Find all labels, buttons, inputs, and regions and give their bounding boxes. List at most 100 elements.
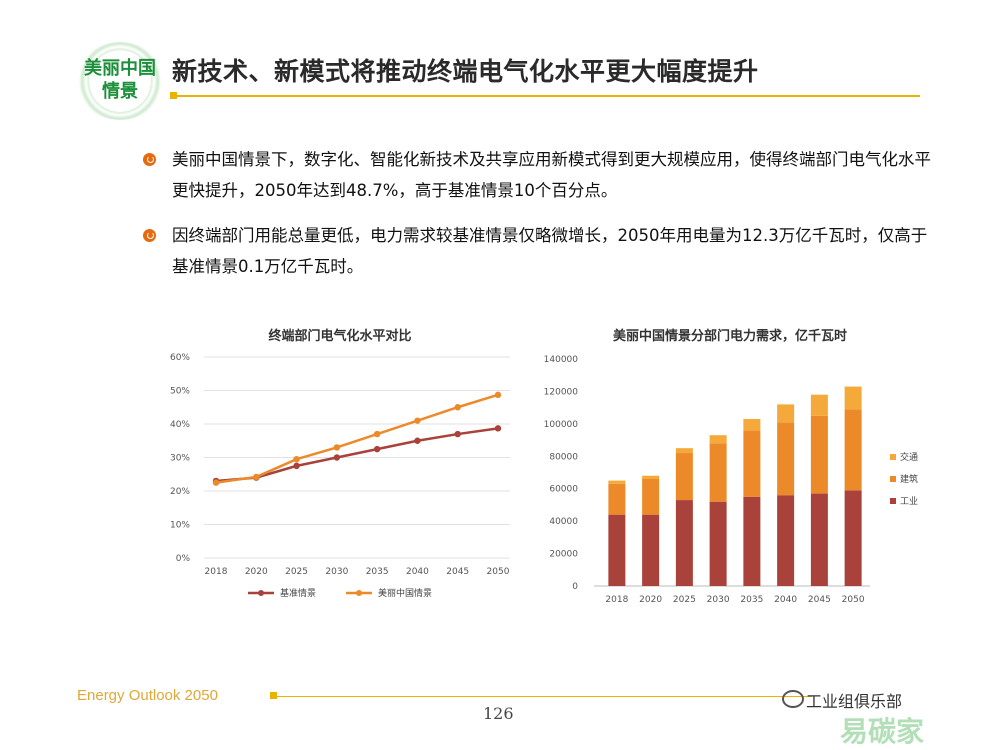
- legend-label: 美丽中国情景: [378, 587, 432, 599]
- x-tick-label: 2025: [285, 567, 308, 577]
- title-underline: [172, 95, 920, 97]
- y-tick-label: 140000: [544, 355, 579, 365]
- logo-line-1: 美丽中国: [84, 58, 156, 79]
- data-point: [253, 473, 260, 481]
- bar-segment: [675, 500, 693, 586]
- legend-swatch: [890, 498, 896, 504]
- x-tick-label: 2045: [446, 567, 469, 577]
- footer-accent-dot: [270, 692, 277, 699]
- data-point: [333, 444, 341, 451]
- bar-segment: [709, 435, 727, 444]
- bar-segment: [642, 514, 660, 586]
- legend-swatch: [890, 454, 896, 460]
- x-tick-label: 2025: [673, 595, 696, 605]
- y-tick-label: 100000: [544, 420, 579, 430]
- bar-segment: [777, 422, 795, 496]
- x-tick-label: 2035: [740, 595, 763, 605]
- data-point: [454, 430, 461, 438]
- data-point: [414, 417, 421, 424]
- y-tick-label: 40%: [170, 420, 190, 430]
- x-tick-label: 2035: [366, 567, 389, 577]
- watermark-logo-text: 易碳家: [840, 715, 925, 748]
- bar-segment: [777, 495, 795, 586]
- bar-segment: [608, 483, 626, 515]
- scenario-logo: 美丽中国 情景: [76, 42, 164, 120]
- page-title: 新技术、新模式将推动终端电气化水平更大幅度提升: [172, 57, 759, 86]
- legend-label: 工业: [900, 496, 918, 507]
- bar-segment: [608, 480, 626, 484]
- data-point: [212, 479, 220, 486]
- x-tick-label: 2030: [707, 595, 730, 605]
- data-point: [293, 455, 300, 463]
- y-tick-label: 40000: [549, 517, 578, 527]
- legend-swatch: [890, 476, 896, 482]
- data-point: [494, 391, 502, 399]
- y-tick-label: 0: [572, 582, 578, 592]
- y-tick-label: 20%: [170, 487, 190, 497]
- bullet-icon: [143, 229, 156, 242]
- watermark-text: 工业组俱乐部: [806, 692, 903, 711]
- bar-segment: [709, 501, 727, 586]
- x-tick-label: 2018: [205, 567, 228, 577]
- y-tick-label: 60000: [549, 485, 578, 495]
- bar-segment: [777, 404, 795, 423]
- data-point: [454, 404, 461, 411]
- x-tick-label: 2020: [639, 595, 662, 605]
- series-line: [215, 393, 499, 484]
- bar-segment: [675, 448, 693, 454]
- bar-segment: [844, 386, 862, 410]
- x-tick-label: 2040: [774, 595, 797, 605]
- legend-label: 建筑: [900, 473, 918, 485]
- y-tick-label: 10%: [170, 521, 190, 531]
- legend-marker: [258, 590, 264, 596]
- bar-segment: [844, 409, 862, 491]
- bar-chart-title: 美丽中国情景分部门电力需求，亿千瓦时: [612, 329, 847, 344]
- bullet-paragraph-2: 因终端部门用能总量更低，电力需求较基准情景仅略微增长，2050年用电量为12.3…: [172, 226, 928, 276]
- wechat-icon: [782, 690, 804, 708]
- y-tick-label: 80000: [549, 452, 578, 462]
- logo-line-2: 情景: [102, 81, 138, 102]
- power-demand-stacked-bar-chart: 0 20000 40000 60000 80000 100000 120000 140000 2…: [544, 355, 918, 605]
- y-tick-label: 20000: [549, 550, 578, 560]
- bar-segment: [709, 443, 727, 502]
- y-tick-label: 30%: [170, 454, 190, 464]
- x-tick-label: 2050: [842, 595, 865, 605]
- legend-label: 基准情景: [280, 587, 316, 599]
- bar-segment: [810, 493, 828, 586]
- y-tick-label: 120000: [544, 387, 579, 397]
- x-tick-label: 2020: [245, 567, 268, 577]
- bar-segment: [810, 415, 828, 494]
- data-point: [494, 425, 502, 432]
- electrification-line-chart: 0% 10% 20% 30% 40% 50% 60% 2018 2020 2025 2030 2035…: [170, 353, 510, 599]
- data-point: [373, 445, 381, 453]
- page-number: 126: [483, 704, 514, 723]
- x-tick-label: 2018: [605, 595, 628, 605]
- footer-brand: Energy Outlook 2050: [77, 687, 218, 704]
- bar-segment: [810, 394, 828, 416]
- legend-label: 交通: [900, 451, 918, 463]
- x-tick-label: 2045: [808, 595, 831, 605]
- x-tick-label: 2050: [487, 567, 510, 577]
- bar-segment: [642, 475, 660, 479]
- data-point: [414, 437, 421, 444]
- data-point: [333, 454, 341, 461]
- data-point: [373, 430, 381, 438]
- line-chart-title: 终端部门电气化水平对比: [268, 329, 412, 344]
- bar-segment: [743, 418, 761, 431]
- legend-marker: [356, 590, 362, 596]
- bar-segment: [743, 430, 761, 497]
- bar-segment: [743, 496, 761, 586]
- bar-segment: [642, 478, 660, 515]
- y-tick-label: 50%: [170, 387, 190, 397]
- bar-segment: [844, 490, 862, 586]
- data-point: [293, 462, 300, 470]
- bar-segment: [675, 453, 693, 501]
- bullet-icon: [143, 153, 156, 166]
- x-tick-label: 2030: [325, 567, 348, 577]
- y-tick-label: 60%: [170, 353, 190, 363]
- series-line: [215, 427, 499, 483]
- x-tick-label: 2040: [406, 567, 429, 577]
- y-tick-label: 0%: [176, 554, 191, 564]
- bar-segment: [608, 514, 626, 586]
- bullet-paragraph-1: 美丽中国情景下，数字化、智能化新技术及共享应用新模式得到更大规模应用，使得终端部…: [172, 150, 931, 200]
